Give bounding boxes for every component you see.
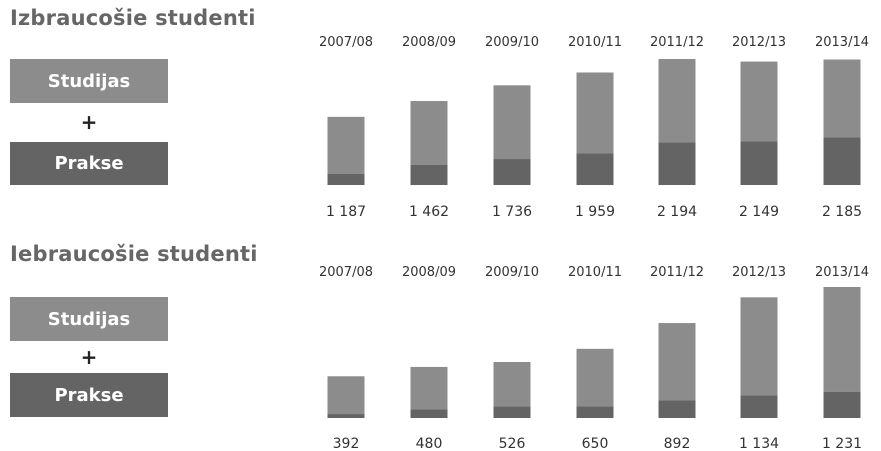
incoming-legend-prakse: Prakse (10, 373, 168, 417)
outgoing-total-label: 2 149 (739, 204, 779, 220)
incoming-bar-studijas (658, 323, 696, 401)
incoming-bar-studijas (493, 362, 531, 407)
incoming-title: Iebraucošie studenti (10, 242, 258, 266)
outgoing-legend-prakse: Prakse (10, 142, 168, 185)
incoming-bar-prakse (493, 406, 531, 418)
outgoing-legend-studijas: Studijas (10, 59, 168, 103)
incoming-total-label: 1 231 (822, 436, 862, 451)
outgoing-legend-plus: + (80, 110, 98, 134)
outgoing-bar-prakse (576, 153, 614, 185)
outgoing-category-label: 2008/09 (402, 35, 456, 50)
incoming-bar-prakse (327, 414, 365, 418)
incoming-bar-studijas (823, 287, 861, 392)
outgoing-bar-studijas (410, 101, 448, 165)
incoming-bar-prakse (658, 400, 696, 418)
incoming-bar-prakse (410, 409, 448, 418)
outgoing-total-label: 1 187 (326, 204, 366, 220)
incoming-bar-prakse (576, 406, 614, 418)
outgoing-total-label: 2 194 (657, 204, 697, 220)
outgoing-bar-prakse (740, 141, 778, 185)
outgoing-bar-studijas (576, 72, 614, 154)
outgoing-bar-prakse (493, 159, 531, 185)
incoming-total-label: 650 (582, 436, 609, 451)
incoming-total-label: 392 (333, 436, 360, 451)
outgoing-bar-prakse (410, 164, 448, 185)
incoming-category-label: 2012/13 (732, 265, 786, 280)
incoming-category-label: 2009/10 (485, 265, 539, 280)
outgoing-category-label: 2007/08 (319, 35, 373, 50)
outgoing-category-label: 2011/12 (650, 35, 704, 50)
incoming-bar-studijas (410, 366, 448, 410)
outgoing-title: Izbraucošie studenti (10, 6, 256, 30)
outgoing-bar-studijas (327, 116, 365, 174)
incoming-bar-studijas (327, 376, 365, 415)
incoming-bar-studijas (740, 297, 778, 396)
outgoing-bar-studijas (823, 59, 861, 138)
outgoing-total-label: 1 959 (575, 204, 615, 220)
incoming-total-label: 892 (664, 436, 691, 451)
outgoing-bar-studijas (493, 85, 531, 160)
incoming-total-label: 1 134 (739, 436, 779, 451)
outgoing-total-label: 2 185 (822, 204, 862, 220)
incoming-category-label: 2013/14 (815, 265, 869, 280)
incoming-legend-plus: + (80, 345, 98, 369)
incoming-legend-studijas: Studijas (10, 297, 168, 341)
outgoing-category-label: 2010/11 (568, 35, 622, 50)
incoming-bar-prakse (823, 391, 861, 418)
outgoing-total-label: 1 462 (409, 204, 449, 220)
outgoing-bar-studijas (740, 61, 778, 142)
outgoing-bar-studijas (658, 59, 696, 143)
incoming-category-label: 2008/09 (402, 265, 456, 280)
incoming-category-label: 2011/12 (650, 265, 704, 280)
incoming-total-label: 526 (499, 436, 526, 451)
outgoing-category-label: 2009/10 (485, 35, 539, 50)
incoming-bar-prakse (740, 395, 778, 418)
incoming-total-label: 480 (416, 436, 443, 451)
outgoing-category-label: 2012/13 (732, 35, 786, 50)
outgoing-total-label: 1 736 (492, 204, 532, 220)
outgoing-bar-prakse (327, 173, 365, 185)
incoming-bar-studijas (576, 348, 614, 407)
incoming-category-label: 2010/11 (568, 265, 622, 280)
outgoing-category-label: 2013/14 (815, 35, 869, 50)
outgoing-bar-prakse (658, 142, 696, 185)
incoming-category-label: 2007/08 (319, 265, 373, 280)
outgoing-bar-prakse (823, 137, 861, 185)
